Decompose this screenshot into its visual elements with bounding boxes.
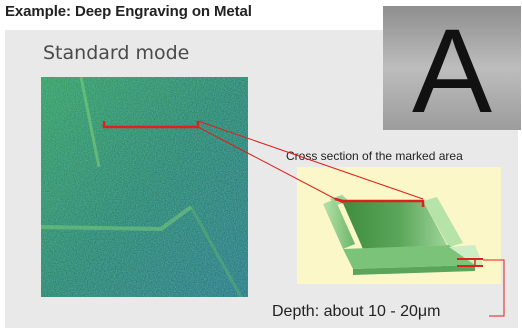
cross-section-graphic (323, 195, 483, 275)
surface-scan-image (41, 77, 248, 297)
surface-scan-graphic (41, 77, 248, 297)
engraved-letter-image: A (383, 6, 521, 130)
example-title: Example: Deep Engraving on Metal (5, 3, 252, 20)
mode-label: Standard mode (43, 42, 190, 64)
cross-section-label: Cross section of the marked area (286, 149, 463, 163)
cross-section-diagram (297, 167, 501, 284)
engraved-letter: A (412, 6, 492, 130)
depth-label: Depth: about 10 - 20μm (272, 303, 441, 320)
engraved-letter-photo: A (383, 6, 521, 130)
